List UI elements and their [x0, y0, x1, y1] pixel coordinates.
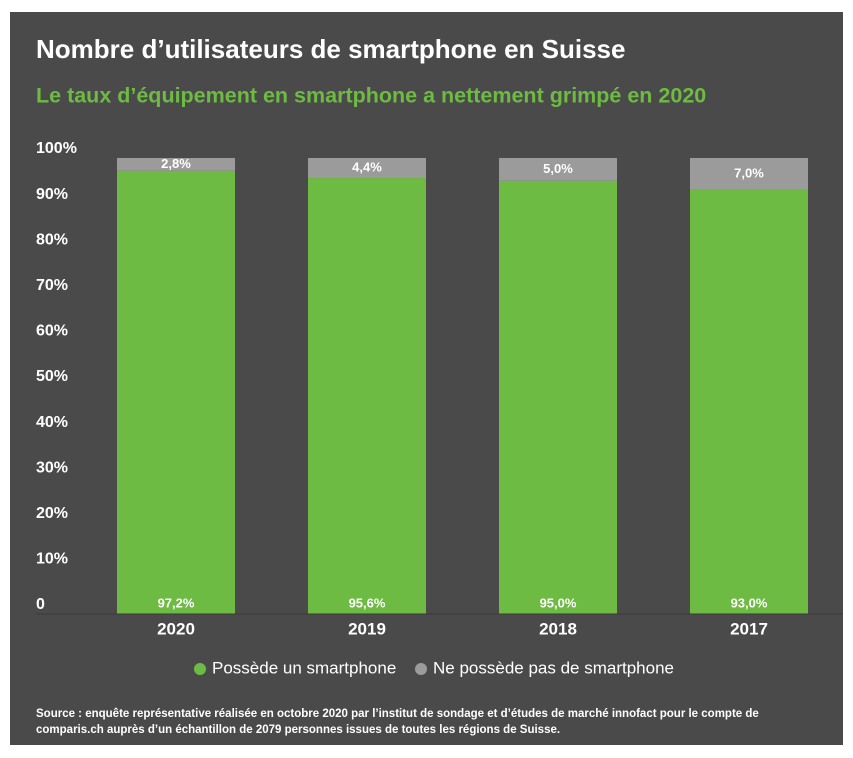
- y-tick-label: 10%: [36, 551, 68, 568]
- value-label: 5,0%: [543, 161, 573, 176]
- y-tick-label: 0: [36, 596, 45, 613]
- y-tick-label: 20%: [36, 505, 68, 522]
- bar-segment: [308, 178, 426, 614]
- y-tick-label: 60%: [36, 323, 68, 340]
- legend-marker: [194, 663, 206, 675]
- value-label: 7,0%: [734, 165, 764, 180]
- legend-marker: [415, 663, 427, 675]
- bar-segment: [117, 170, 235, 614]
- bar-segment: [308, 158, 426, 179]
- bar-segment: [117, 158, 235, 171]
- value-label: 95,6%: [349, 595, 386, 610]
- value-label: 93,0%: [731, 595, 768, 610]
- bar-segment: [499, 180, 617, 615]
- y-tick-label: 80%: [36, 231, 68, 248]
- chart-title: Nombre d’utilisateurs de smartphone en S…: [36, 34, 625, 64]
- y-tick-label: 40%: [36, 414, 68, 431]
- y-tick-label: 70%: [36, 277, 68, 294]
- source: comparis.ch auprès d’un échantillon de 2…: [36, 724, 560, 736]
- y-tick-label: 30%: [36, 459, 68, 476]
- y-tick-label: 100%: [36, 140, 77, 157]
- y-tick-label: 90%: [36, 186, 68, 203]
- source: Source : enquête représentative réalisée…: [36, 708, 759, 720]
- bar-segment: [499, 158, 617, 181]
- legend-label: Ne possède pas de smartphone: [433, 658, 674, 677]
- x-tick-label: 2017: [730, 619, 768, 638]
- value-label: 4,4%: [352, 159, 382, 174]
- value-label: 97,2%: [158, 595, 195, 610]
- value-label: 95,0%: [540, 595, 577, 610]
- legend-label: Possède un smartphone: [212, 658, 396, 677]
- y-tick-label: 50%: [36, 368, 68, 385]
- value-label: 2,8%: [161, 156, 191, 171]
- x-tick-label: 2018: [539, 619, 577, 638]
- chart-subtitle: Le taux d’équipement en smartphone a net…: [36, 84, 706, 108]
- bar-segment: [690, 189, 808, 615]
- bar-segment: [690, 158, 808, 190]
- x-tick-label: 2020: [157, 619, 195, 638]
- x-tick-label: 2019: [348, 619, 386, 638]
